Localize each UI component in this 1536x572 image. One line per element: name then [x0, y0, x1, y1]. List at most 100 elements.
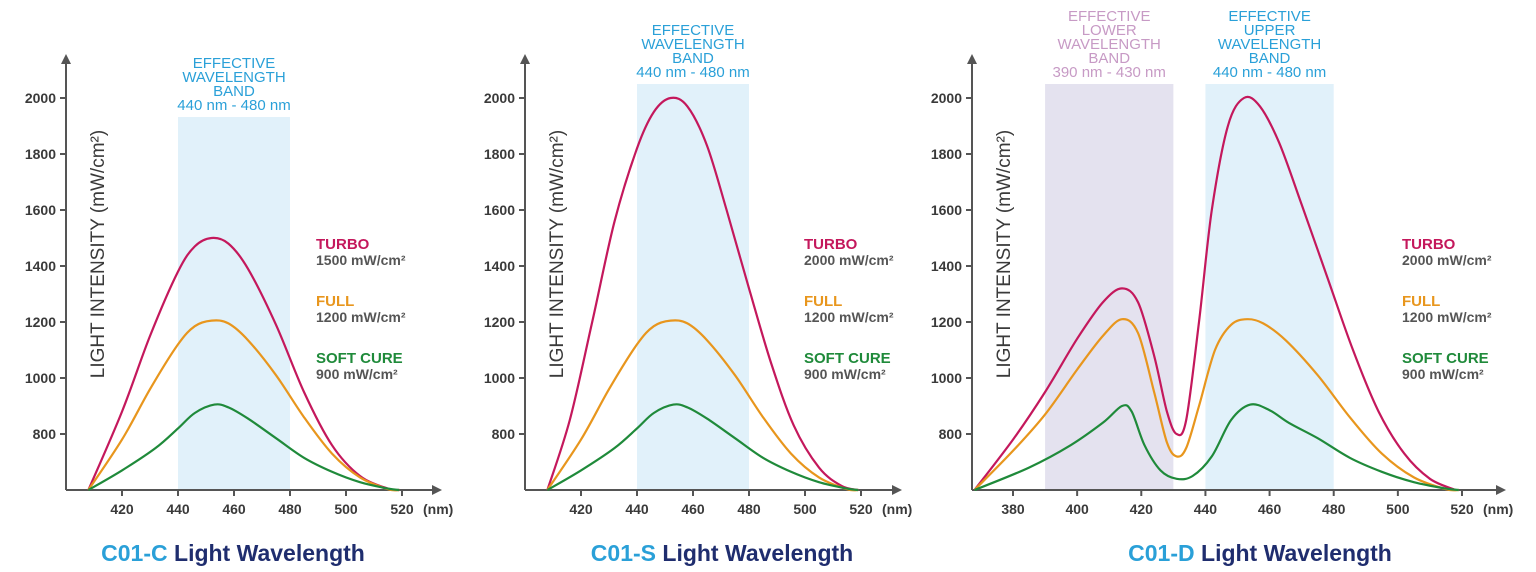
- y-tick-label: 1000: [25, 370, 56, 386]
- y-tick-label: 800: [33, 426, 57, 442]
- effective-band-0: [1045, 84, 1174, 490]
- x-axis-arrow: [432, 485, 442, 495]
- legend-mode-value: 1200 mW/cm²: [316, 309, 406, 325]
- band-label-line: 440 nm - 480 nm: [1213, 64, 1326, 81]
- legend-mode-value: 900 mW/cm²: [1402, 366, 1484, 382]
- x-axis-arrow: [1496, 485, 1506, 495]
- y-tick-label: 1600: [931, 202, 962, 218]
- y-tick-label: 1200: [931, 314, 962, 330]
- y-axis-arrow: [61, 54, 71, 64]
- y-tick-label: 2000: [931, 90, 962, 106]
- band-label-line: BAND: [672, 50, 714, 67]
- legend-mode-value: 1200 mW/cm²: [804, 309, 894, 325]
- band-label-line: BAND: [1249, 50, 1291, 67]
- legend-mode-name: SOFT CURE: [316, 350, 403, 367]
- caption-text: Light Wavelength: [168, 540, 365, 566]
- y-axis-arrow: [520, 54, 530, 64]
- band-label-line: WAVELENGTH: [182, 69, 285, 86]
- legend-mode-name: TURBO: [1402, 236, 1456, 253]
- effective-band-1: [1205, 84, 1334, 490]
- series-line-soft-cure: [974, 403, 1459, 492]
- band-label-line: 440 nm - 480 nm: [177, 97, 290, 114]
- series-line-soft-cure: [546, 403, 859, 492]
- y-tick-label: 1400: [25, 258, 56, 274]
- x-tick-label: 380: [1001, 501, 1025, 517]
- x-tick-label: 420: [110, 501, 134, 517]
- band-label-line: EFFECTIVE: [652, 22, 735, 39]
- legend-mode-name: TURBO: [804, 236, 858, 253]
- caption-model: C01-C: [101, 540, 167, 566]
- x-unit-label: (nm): [1483, 501, 1513, 517]
- x-tick-label: 500: [1386, 501, 1410, 517]
- legend-mode-value: 1500 mW/cm²: [316, 252, 406, 268]
- y-tick-label: 1000: [484, 370, 515, 386]
- caption-text: Light Wavelength: [1195, 540, 1392, 566]
- legend-mode-name: SOFT CURE: [804, 350, 891, 367]
- legend-mode-name: FULL: [1402, 293, 1440, 310]
- series-line-turbo: [973, 95, 1457, 492]
- y-tick-label: 1400: [931, 258, 962, 274]
- y-tick-label: 2000: [484, 90, 515, 106]
- band-label-line: LOWER: [1082, 22, 1137, 39]
- x-tick-label: 440: [166, 501, 190, 517]
- legend-mode-name: FULL: [804, 293, 842, 310]
- x-tick-label: 460: [1258, 501, 1282, 517]
- x-unit-label: (nm): [423, 501, 453, 517]
- band-label-line: 390 nm - 430 nm: [1053, 64, 1166, 81]
- y-tick-label: 2000: [25, 90, 56, 106]
- series-line-full: [973, 318, 1459, 492]
- x-tick-label: 480: [737, 501, 761, 517]
- legend-mode-name: FULL: [316, 293, 354, 310]
- chart-caption: C01-S Light Wavelength: [591, 540, 853, 566]
- chart-caption: C01-D Light Wavelength: [1128, 540, 1392, 566]
- chart-caption: C01-C Light Wavelength: [101, 540, 365, 566]
- caption-text: Light Wavelength: [656, 540, 853, 566]
- series-line-turbo: [546, 96, 859, 492]
- band-label-line: EFFECTIVE: [1068, 8, 1151, 25]
- caption-model: C01-S: [591, 540, 656, 566]
- y-axis-title: LIGHT INTENSITY (mW/cm²): [994, 130, 1015, 378]
- series-line-turbo: [87, 236, 400, 492]
- band-label-line: BAND: [1088, 50, 1130, 67]
- x-tick-label: 480: [1322, 501, 1346, 517]
- band-label-line: UPPER: [1244, 22, 1296, 39]
- x-tick-label: 520: [849, 501, 873, 517]
- x-tick-label: 520: [1450, 501, 1474, 517]
- x-tick-label: 420: [569, 501, 593, 517]
- band-label-line: EFFECTIVE: [1228, 8, 1311, 25]
- series-line-full: [87, 319, 400, 492]
- x-tick-label: 480: [278, 501, 302, 517]
- series-line-soft-cure: [87, 403, 400, 492]
- legend-mode-value: 900 mW/cm²: [804, 366, 886, 382]
- band-label-line: WAVELENGTH: [641, 36, 744, 53]
- band-label-line: WAVELENGTH: [1218, 36, 1321, 53]
- y-axis-title: LIGHT INTENSITY (mW/cm²): [547, 130, 568, 378]
- x-tick-label: 400: [1065, 501, 1089, 517]
- y-tick-label: 800: [939, 426, 963, 442]
- band-label-line: EFFECTIVE: [193, 55, 276, 72]
- y-tick-label: 1800: [931, 146, 962, 162]
- y-tick-label: 1600: [484, 202, 515, 218]
- x-tick-label: 440: [625, 501, 649, 517]
- legend-mode-value: 2000 mW/cm²: [1402, 252, 1492, 268]
- legend-mode-value: 2000 mW/cm²: [804, 252, 894, 268]
- y-axis-title: LIGHT INTENSITY (mW/cm²): [88, 130, 109, 378]
- legend-mode-name: TURBO: [316, 236, 370, 253]
- x-tick-label: 500: [793, 501, 817, 517]
- y-tick-label: 1000: [931, 370, 962, 386]
- y-tick-label: 1400: [484, 258, 515, 274]
- y-tick-label: 1200: [484, 314, 515, 330]
- y-tick-label: 800: [492, 426, 516, 442]
- x-tick-label: 500: [334, 501, 358, 517]
- band-label-line: WAVELENGTH: [1058, 36, 1161, 53]
- x-unit-label: (nm): [882, 501, 912, 517]
- x-tick-label: 460: [222, 501, 246, 517]
- y-axis-arrow: [967, 54, 977, 64]
- effective-band-0: [637, 84, 749, 490]
- x-tick-label: 520: [390, 501, 414, 517]
- x-tick-label: 460: [681, 501, 705, 517]
- legend-mode-value: 900 mW/cm²: [316, 366, 398, 382]
